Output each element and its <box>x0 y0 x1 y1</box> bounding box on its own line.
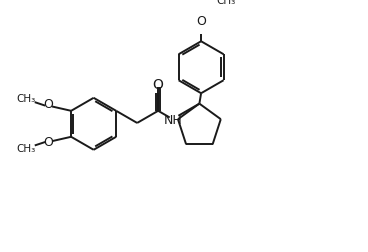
Text: O: O <box>153 78 164 92</box>
Text: CH₃: CH₃ <box>17 94 36 104</box>
Text: CH₃: CH₃ <box>17 144 36 154</box>
Text: CH₃: CH₃ <box>217 0 236 6</box>
Text: O: O <box>43 98 53 111</box>
Text: NH: NH <box>164 114 183 127</box>
Text: O: O <box>196 15 206 28</box>
Text: O: O <box>43 136 53 149</box>
